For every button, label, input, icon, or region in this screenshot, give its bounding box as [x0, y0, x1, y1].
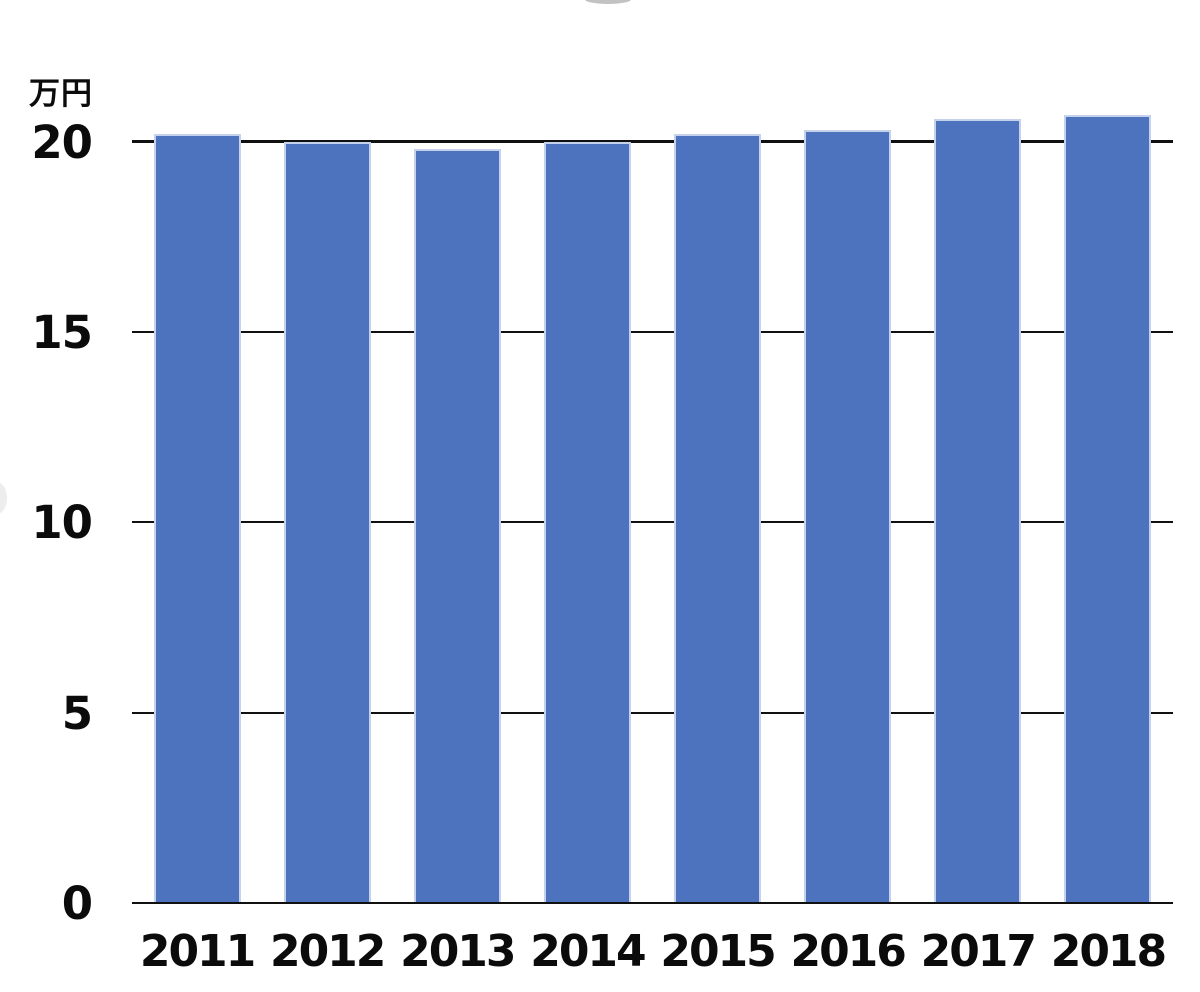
x-tick-label-2015: 2015 — [660, 926, 776, 977]
gridline-20 — [132, 140, 1173, 144]
bar-2017 — [934, 118, 1022, 904]
y-tick-label-20: 20 — [31, 115, 93, 169]
x-tick-label-2016: 2016 — [790, 926, 906, 977]
gridline-10 — [132, 521, 1173, 524]
x-tick-label-2011: 2011 — [139, 926, 256, 977]
x-tick-label-2018: 2018 — [1050, 926, 1167, 977]
x-tick-label-2014: 2014 — [530, 926, 646, 977]
gridline-15 — [132, 330, 1173, 333]
bar-2018 — [1064, 114, 1152, 904]
x-tick-label-2012: 2012 — [269, 926, 386, 977]
x-axis-line — [132, 901, 1173, 905]
bar-2016 — [804, 130, 892, 904]
bar-2012 — [283, 141, 371, 904]
x-tick-label-2013: 2013 — [400, 926, 516, 977]
cropped-axis-title-remnant — [0, 482, 7, 514]
y-tick-label-10: 10 — [31, 496, 93, 550]
y-tick-label-5: 5 — [61, 686, 93, 740]
y-axis-unit-label: 万円 — [29, 76, 93, 112]
bar-2015 — [674, 133, 762, 904]
y-tick-label-0: 0 — [61, 877, 93, 930]
bar-2013 — [413, 149, 501, 904]
bar-2011 — [153, 133, 241, 904]
x-tick-label-2017: 2017 — [920, 926, 1037, 977]
y-tick-label-15: 15 — [31, 305, 93, 359]
cropped-title-remnant — [585, 0, 631, 4]
gridline-5 — [132, 711, 1173, 714]
bar-2014 — [543, 141, 631, 904]
